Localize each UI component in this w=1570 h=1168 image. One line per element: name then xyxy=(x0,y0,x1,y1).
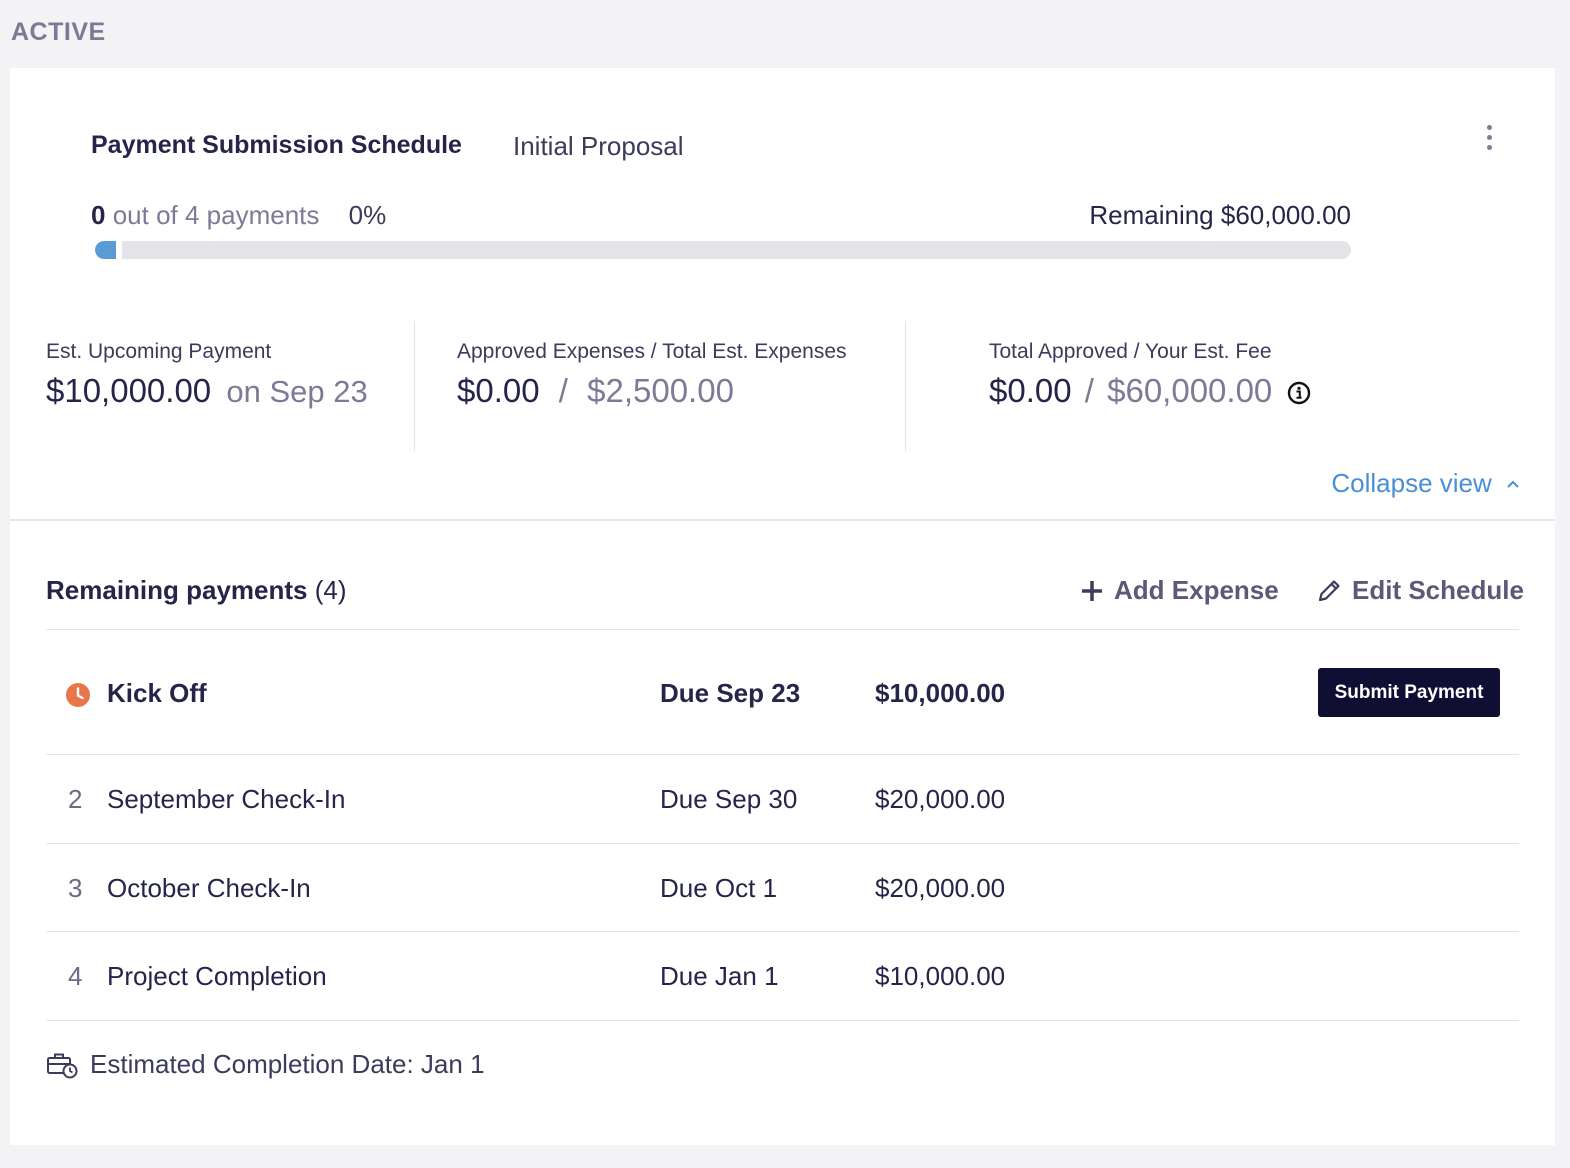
stat-expenses-value: $0.00 / $2,500.00 xyxy=(457,372,847,410)
table-divider xyxy=(46,931,1519,932)
payment-due: Due Sep 23 xyxy=(660,677,801,708)
table-divider xyxy=(46,1020,1519,1021)
chevron-up-icon xyxy=(1507,480,1519,488)
payment-name: October Check-In xyxy=(107,872,311,903)
payment-amount: $10,000.00 xyxy=(875,960,1006,991)
table-divider xyxy=(46,629,1519,630)
pencil-icon xyxy=(1318,579,1340,601)
progress-summary: 0 out of 4 payments 0% xyxy=(91,200,386,231)
stat-divider xyxy=(905,321,906,451)
edit-schedule-label: Edit Schedule xyxy=(1352,575,1524,605)
plus-icon xyxy=(1082,580,1102,601)
estimated-completion-text: Estimated Completion Date: Jan 1 xyxy=(90,1049,485,1079)
stat-expenses-label: Approved Expenses / Total Est. Expenses xyxy=(457,340,847,363)
payment-due: Due Oct 1 xyxy=(660,872,778,903)
table-divider xyxy=(46,754,1519,755)
stat-upcoming-amount: $10,000.00 xyxy=(46,372,212,409)
payment-row: 4 Project Completion Due Jan 1 $10,000.0… xyxy=(46,942,1519,1010)
progress-percent: 0% xyxy=(348,200,387,230)
payment-name: Project Completion xyxy=(107,960,327,991)
stat-upcoming-value: $10,000.00 on Sep 23 xyxy=(46,372,368,410)
stat-expenses-separator: / xyxy=(558,372,568,409)
progress-completed: 0 xyxy=(91,200,106,230)
clock-icon xyxy=(66,682,90,707)
stat-fee: Total Approved / Your Est. Fee $0.00 / $… xyxy=(989,340,1311,410)
stat-upcoming-date: on Sep 23 xyxy=(226,374,368,409)
section-label: ACTIVE xyxy=(11,18,106,46)
remaining-payments-title: Remaining payments (4) xyxy=(46,575,347,606)
stat-fee-total: $60,000.00 xyxy=(1107,372,1273,409)
progress-out-of: out of 4 payments xyxy=(112,200,320,230)
progress-bar xyxy=(95,241,1351,259)
payment-number: 2 xyxy=(68,783,83,814)
remaining-payments-label: Remaining payments xyxy=(46,575,308,605)
submit-payment-button[interactable]: Submit Payment xyxy=(1318,668,1500,717)
card-subtitle: Initial Proposal xyxy=(513,131,684,161)
stat-upcoming: Est. Upcoming Payment $10,000.00 on Sep … xyxy=(46,340,368,410)
remaining-amount: Remaining $60,000.00 xyxy=(1089,200,1351,230)
stat-fee-approved: $0.00 xyxy=(989,372,1072,409)
add-expense-label: Add Expense xyxy=(1114,575,1279,605)
collapse-view-link[interactable]: Collapse view xyxy=(1331,468,1521,499)
stat-upcoming-label: Est. Upcoming Payment xyxy=(46,340,272,363)
stat-expenses-total: $2,500.00 xyxy=(587,372,734,409)
payment-number: 3 xyxy=(68,872,83,903)
card-title: Payment Submission Schedule xyxy=(91,131,462,159)
stat-divider xyxy=(414,321,415,451)
payment-number: 4 xyxy=(68,960,83,991)
stat-fee-label: Total Approved / Your Est. Fee xyxy=(989,340,1272,363)
add-expense-button[interactable]: Add Expense xyxy=(1080,575,1279,606)
collapse-view-label: Collapse view xyxy=(1331,468,1492,498)
payment-due: Due Jan 1 xyxy=(660,960,779,991)
progress-bar-fill xyxy=(95,241,116,259)
stat-expenses-approved: $0.00 xyxy=(457,372,540,409)
briefcase-clock-icon xyxy=(47,1053,78,1078)
info-circle-icon[interactable] xyxy=(1287,381,1311,405)
remaining-payments-count: (4) xyxy=(314,575,347,605)
payment-row: 2 September Check-In Due Sep 30 $20,000.… xyxy=(46,765,1519,833)
table-divider xyxy=(46,843,1519,844)
stat-fee-value: $0.00 / $60,000.00 xyxy=(989,372,1311,410)
payment-name: Kick Off xyxy=(107,677,207,708)
section-divider xyxy=(10,519,1555,521)
stat-expenses: Approved Expenses / Total Est. Expenses … xyxy=(457,340,847,410)
more-vertical-icon[interactable] xyxy=(1476,120,1502,154)
payment-amount: $10,000.00 xyxy=(875,677,1006,708)
estimated-completion: Estimated Completion Date: Jan 1 xyxy=(46,1049,485,1080)
payment-due: Due Sep 30 xyxy=(660,783,798,814)
payment-amount: $20,000.00 xyxy=(875,783,1006,814)
payment-row: 3 October Check-In Due Oct 1 $20,000.00 xyxy=(46,854,1519,922)
stat-fee-separator: / xyxy=(1084,372,1094,409)
edit-schedule-button[interactable]: Edit Schedule xyxy=(1316,575,1524,606)
payment-name: September Check-In xyxy=(107,783,346,814)
payment-amount: $20,000.00 xyxy=(875,872,1006,903)
payment-row: Kick Off Due Sep 23 $10,000.00 xyxy=(46,658,1519,728)
payment-schedule-card: Payment Submission Schedule Initial Prop… xyxy=(10,68,1555,1145)
